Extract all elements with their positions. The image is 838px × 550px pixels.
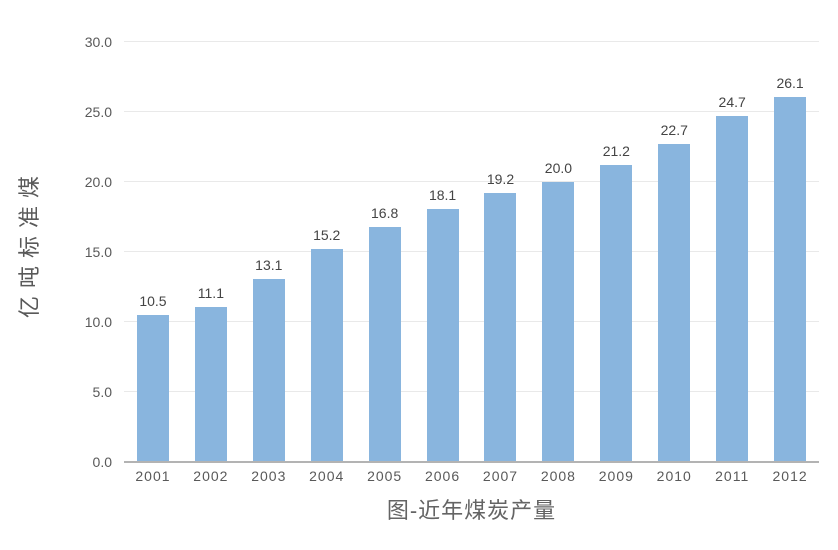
gridline [124,321,819,323]
y-axis: 0.0 5.0 10.0 15.0 20.0 25.0 30.0 [0,34,112,470]
x-tick-label: 2004 [309,468,345,484]
x-axis: 2001 2002 2003 2004 2005 2006 2007 2008 2009 2010… [124,468,819,484]
x-tick-label: 2010 [656,468,692,484]
bar-series: 10.5 11.1 13.1 15.2 16.8 18.1 19.2 20.0 21.2 22.7… [124,42,819,462]
x-tick-label: 2011 [715,468,750,484]
bar-value-label: 20.0 [544,160,573,177]
bar [542,182,575,462]
bar [368,226,401,462]
bar-slot: 10.5 [124,42,182,462]
bar [774,96,807,462]
bar-slot: 26.1 [761,42,819,462]
bar-value-label: 10.5 [139,293,167,309]
bar-value-label: 18.1 [428,186,457,203]
gridline [124,41,819,42]
y-tick-label: 5.0 [92,384,112,401]
bar [194,306,227,462]
bar [600,165,633,462]
bar-slot: 16.8 [356,42,414,462]
bar-value-label: 22.7 [660,122,688,139]
bar-value-label: 24.7 [718,94,746,111]
x-tick-label: 2002 [193,468,229,484]
x-tick-label: 2006 [424,468,461,484]
bar-slot: 22.7 [645,42,703,462]
bar-slot: 24.7 [703,42,761,462]
y-tick-label: 0.0 [92,454,112,470]
bar-value-label: 16.8 [371,204,399,221]
x-tick-label: 2008 [540,468,576,484]
y-tick-label: 30.0 [84,34,112,50]
bar [658,144,691,462]
bar-slot: 18.1 [414,42,472,462]
bar [310,249,343,462]
gridline [124,251,819,252]
gridline [124,111,819,112]
bar-value-label: 11.1 [197,284,224,301]
x-tick-label: 2001 [135,468,171,484]
bar-value-label: 26.1 [776,74,804,91]
bar-slot: 19.2 [472,42,530,462]
x-tick-label: 2003 [251,468,287,484]
bar [716,116,749,462]
bar-slot: 21.2 [587,42,645,462]
y-tick-label: 25.0 [84,104,112,120]
gridline [124,181,819,183]
bar-value-label: 13.1 [255,256,283,273]
bar [426,208,459,462]
bar [252,278,285,462]
bar-slot: 15.2 [298,42,356,462]
y-tick-label: 20.0 [84,174,112,191]
x-tick-label: 2007 [482,468,519,484]
bar-value-label: 15.2 [313,227,341,244]
bar-value-label: 21.2 [602,143,630,160]
gridline [124,391,819,393]
bar-slot: 13.1 [240,42,298,462]
bar-slot: 20.0 [529,42,587,462]
x-axis-line [124,461,819,463]
bar [136,315,169,462]
x-tick-label: 2012 [772,468,808,484]
bar-slot: 11.1 [182,42,240,462]
chart-title: 图-近年煤炭产量 [386,498,557,523]
x-tick-label: 2009 [598,468,634,484]
y-tick-label: 15.0 [84,244,112,260]
x-tick-label: 2005 [367,468,403,484]
bar-value-label: 19.2 [486,171,515,188]
plot-area: 10.5 11.1 13.1 15.2 16.8 18.1 19.2 20.0 21.2 22.7… [124,41,819,463]
bar [484,193,517,462]
y-tick-label: 10.0 [84,314,112,331]
